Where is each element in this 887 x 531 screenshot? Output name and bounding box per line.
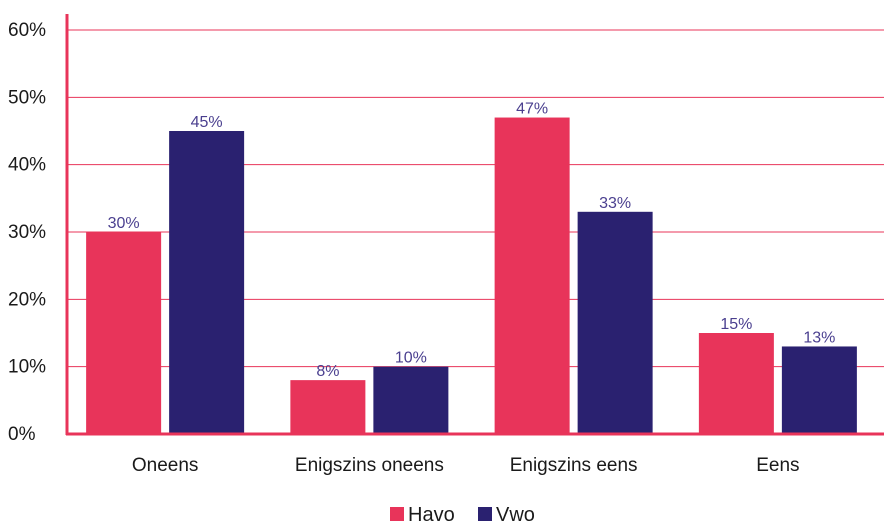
bar-vwo — [169, 131, 245, 434]
category-label: Eens — [756, 455, 799, 476]
bar-vwo — [373, 366, 449, 434]
bar-havo — [698, 333, 774, 434]
y-tick-label: 40% — [8, 155, 46, 176]
y-tick-label: 20% — [8, 289, 46, 310]
category-label: Enigszins oneens — [295, 455, 444, 476]
data-label: 8% — [316, 363, 339, 380]
data-label: 10% — [395, 350, 427, 367]
data-label: 30% — [108, 215, 140, 232]
bar-vwo — [577, 211, 653, 434]
data-label: 13% — [803, 329, 835, 346]
data-label: 15% — [720, 316, 752, 333]
legend-label-havo: Havo — [408, 504, 455, 526]
axes — [65, 14, 884, 436]
category-labels: Oneens Enigszins oneens Enigszins eens Eens — [132, 455, 800, 476]
legend: Havo Vwo — [390, 504, 535, 526]
y-axis-ticks: 0% 10% 20% 30% 40% 50% 60% — [8, 20, 46, 445]
category-label: Oneens — [132, 455, 199, 476]
y-tick-label: 50% — [8, 87, 46, 108]
data-label: 47% — [516, 101, 548, 118]
legend-label-vwo: Vwo — [496, 504, 535, 526]
bar-havo — [290, 380, 366, 434]
y-tick-label: 30% — [8, 222, 46, 243]
bars — [86, 117, 857, 435]
bar-vwo — [781, 346, 857, 434]
y-tick-label: 60% — [8, 20, 46, 41]
bar-havo — [86, 232, 162, 434]
data-labels: 30% 45% 8% 10% 47% 33% 15% 13% — [108, 101, 836, 381]
bar-havo — [494, 117, 570, 435]
legend-swatch-vwo — [478, 507, 492, 521]
y-tick-label: 0% — [8, 424, 36, 445]
y-tick-label: 10% — [8, 357, 46, 378]
legend-swatch-havo — [390, 507, 404, 521]
data-label: 33% — [599, 195, 631, 212]
category-label: Enigszins eens — [510, 455, 638, 476]
data-label: 45% — [191, 114, 223, 131]
